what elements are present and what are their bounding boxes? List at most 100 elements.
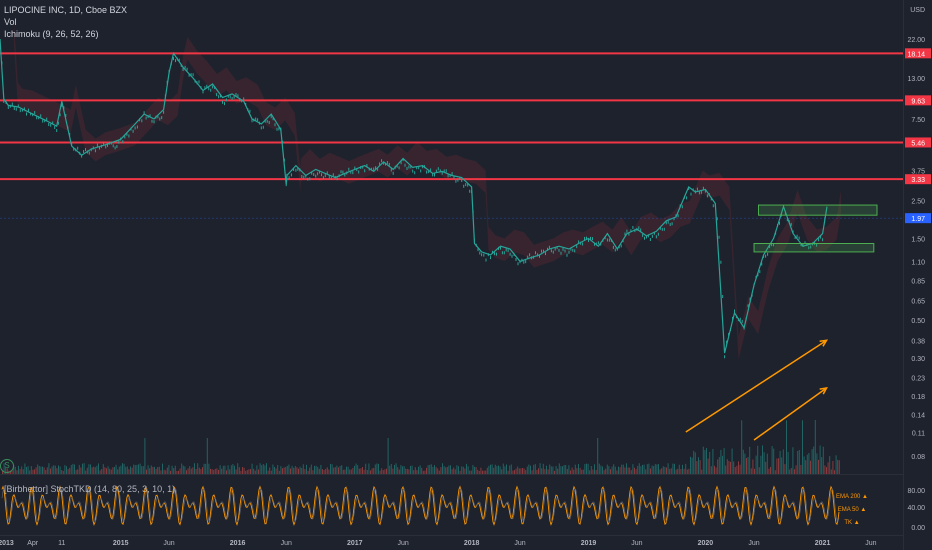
volume-bar	[317, 466, 319, 474]
volume-bar	[360, 468, 362, 474]
volume-bar	[682, 464, 683, 474]
volume-bar	[469, 470, 471, 474]
volume-bar	[197, 463, 199, 474]
volume-bar	[781, 457, 783, 474]
volume-bar	[371, 468, 373, 474]
volume-bar	[67, 469, 69, 474]
time-tick-label: 2018	[464, 540, 480, 547]
volume-bar	[760, 455, 762, 474]
volume-bar	[326, 467, 328, 474]
volume-bar	[278, 470, 280, 474]
logo-badge-icon[interactable]: S	[0, 459, 14, 473]
volume-bar	[613, 464, 615, 474]
volume-bar	[502, 463, 504, 474]
volume-bar	[642, 464, 643, 474]
volume-bar	[194, 463, 195, 474]
volume-bar	[584, 464, 586, 474]
time-tick-label: Apr	[27, 540, 39, 547]
volume-bar	[526, 466, 528, 474]
volume-bar	[582, 469, 584, 474]
volume-bar	[485, 470, 487, 474]
time-tick-label: 2013	[0, 540, 14, 547]
volume-bar	[621, 464, 623, 474]
volume-bar	[170, 470, 171, 474]
volume-bar	[211, 469, 213, 474]
volume-bar	[606, 464, 608, 474]
volume-bar	[816, 453, 818, 474]
volume-bar	[499, 466, 501, 474]
volume-bar	[51, 466, 53, 474]
volume-bar	[94, 467, 96, 474]
volume-bar	[482, 470, 483, 474]
volume-bar	[101, 469, 103, 474]
volume-bar	[14, 466, 16, 474]
volume-bar	[163, 469, 165, 474]
volume-bar	[126, 466, 128, 474]
price-tick-label: 3.75	[911, 168, 925, 175]
volume-bar	[37, 464, 39, 474]
volume-bar	[725, 465, 727, 474]
volume-bar	[77, 469, 79, 474]
volume-bar	[699, 460, 701, 474]
volume-bar	[432, 466, 434, 474]
volume-bar	[283, 467, 285, 474]
volume-bar	[406, 469, 408, 474]
volume-bar	[309, 467, 311, 474]
volume-bar	[667, 463, 669, 474]
volume-bar	[702, 446, 704, 474]
volume-bar	[568, 465, 570, 474]
trend-arrow	[753, 387, 828, 441]
volume-bar	[386, 468, 387, 474]
volume-bar	[328, 469, 330, 474]
volume-bar	[426, 467, 427, 474]
volume-bar	[312, 470, 314, 474]
volume-bar	[592, 469, 594, 474]
volume-bar	[2, 470, 3, 474]
volume-bar	[547, 469, 549, 474]
volume-bar	[616, 470, 618, 474]
volume-bar	[26, 466, 27, 474]
volume-bar	[240, 470, 242, 474]
volume-bar	[550, 466, 552, 474]
volume-bar	[480, 467, 482, 474]
volume-bar	[669, 468, 671, 474]
volume-bar	[638, 463, 640, 474]
volume-bar	[238, 467, 240, 474]
volume-bar	[190, 468, 192, 474]
volume-bar	[507, 470, 509, 474]
volume-bar	[461, 466, 463, 474]
volume-bar	[298, 468, 299, 474]
volume-bar	[418, 466, 419, 474]
chart-title: LIPOCINE INC, 1D, Cboe BZX	[4, 5, 128, 15]
volume-bar	[280, 466, 282, 474]
volume-bar	[709, 451, 711, 474]
volume-bar	[30, 466, 32, 474]
volume-bar	[515, 468, 517, 474]
volume-bar	[90, 464, 91, 474]
volume-bar	[518, 468, 520, 474]
volume-bar	[221, 468, 223, 474]
volume-bar	[430, 464, 432, 474]
volume-bar	[746, 458, 747, 474]
volume-bar	[171, 465, 173, 474]
volume-bar	[184, 466, 186, 474]
volume-bar	[680, 469, 682, 474]
volume-bar	[160, 470, 162, 474]
volume-bar	[213, 469, 215, 474]
volume-bar	[602, 466, 603, 474]
volume-bar	[110, 469, 112, 474]
volume-bar	[552, 466, 554, 474]
volume-bar	[142, 466, 144, 474]
price-tick-label: 22.00	[907, 37, 925, 44]
time-tick-label: Jun	[397, 540, 408, 547]
volume-bar	[370, 470, 371, 474]
volume-bar	[701, 469, 703, 474]
volume-bar	[530, 465, 531, 474]
volume-bar	[54, 465, 56, 474]
signal-tag: EMA 50 ▲	[838, 507, 867, 513]
volume-bar	[27, 466, 29, 474]
volume-bar	[16, 470, 18, 474]
volume-bar	[146, 469, 147, 474]
volume-bar	[93, 466, 95, 474]
